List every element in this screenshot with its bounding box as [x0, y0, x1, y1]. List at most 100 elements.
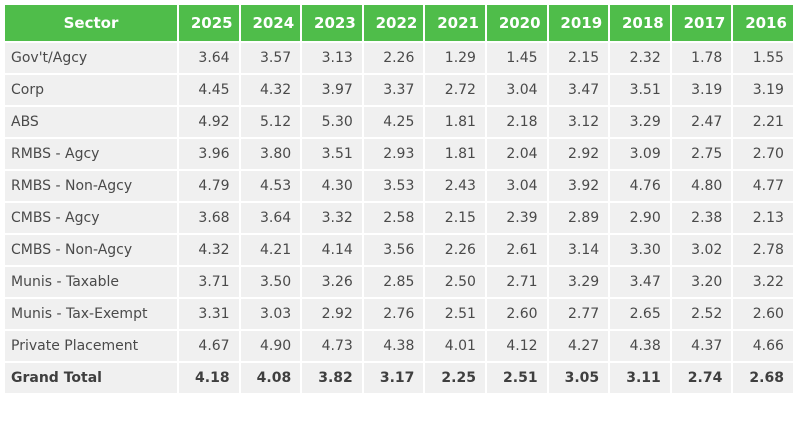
- value-cell: 4.45: [177, 73, 241, 107]
- table-row: Gov't/Agcy 3.64 3.57 3.13 2.26 1.29 1.45 2.15 2.…: [3, 41, 795, 75]
- value-cell: 3.31: [177, 297, 241, 331]
- table-body: Gov't/Agcy 3.64 3.57 3.13 2.26 1.29 1.45 2.15 2.…: [3, 41, 795, 395]
- value-cell: 4.08: [238, 361, 303, 395]
- value-cell: 3.02: [669, 233, 734, 267]
- value-cell: 4.90: [238, 329, 303, 363]
- value-cell: 3.64: [177, 41, 241, 75]
- value-cell: 1.29: [423, 41, 487, 75]
- value-cell: 2.15: [546, 41, 611, 75]
- grand-total-row: Grand Total 4.18 4.08 3.82 3.17 2.25 2.51 3.05 3…: [3, 361, 795, 395]
- value-cell: 3.47: [608, 265, 672, 299]
- sector-cell: Munis - Tax-Exempt: [3, 297, 179, 331]
- value-cell: 3.64: [238, 201, 303, 235]
- value-cell: 4.01: [423, 329, 487, 363]
- value-cell: 3.20: [669, 265, 734, 299]
- table-row: CMBS - Agcy 3.68 3.64 3.32 2.58 2.15 2.39 2.89 2…: [3, 201, 795, 235]
- value-cell: 2.76: [361, 297, 426, 331]
- value-cell: 3.29: [608, 105, 672, 139]
- value-cell: 3.03: [238, 297, 303, 331]
- value-cell: 4.79: [177, 169, 241, 203]
- value-cell: 4.21: [238, 233, 303, 267]
- value-cell: 4.53: [238, 169, 303, 203]
- value-cell: 2.92: [300, 297, 364, 331]
- value-cell: 4.38: [608, 329, 672, 363]
- value-cell: 2.93: [361, 137, 426, 171]
- value-cell: 3.82: [300, 361, 364, 395]
- value-cell: 5.12: [238, 105, 303, 139]
- value-cell: 2.50: [423, 265, 487, 299]
- value-cell: 3.13: [300, 41, 364, 75]
- value-cell: 3.51: [608, 73, 672, 107]
- value-cell: 2.38: [669, 201, 734, 235]
- sector-cell: Munis - Taxable: [3, 265, 179, 299]
- table-row: ABS 4.92 5.12 5.30 4.25 1.81 2.18 3.12 3.29 2.47 2…: [3, 105, 795, 139]
- value-cell: 2.43: [423, 169, 487, 203]
- value-cell: 2.89: [546, 201, 611, 235]
- value-cell: 3.29: [546, 265, 611, 299]
- value-cell: 4.73: [300, 329, 364, 363]
- value-cell: 2.65: [608, 297, 672, 331]
- value-cell: 3.09: [608, 137, 672, 171]
- value-cell: 2.52: [669, 297, 734, 331]
- value-cell: 3.97: [300, 73, 364, 107]
- header-year: 2016: [731, 3, 795, 43]
- value-cell: 4.80: [669, 169, 734, 203]
- table-row: Corp 4.45 4.32 3.97 3.37 2.72 3.04 3.47 3.51 3.19…: [3, 73, 795, 107]
- value-cell: 1.55: [731, 41, 795, 75]
- value-cell: 2.13: [731, 201, 795, 235]
- table-row: Munis - Taxable 3.71 3.50 3.26 2.85 2.50 2.71 3…: [3, 265, 795, 299]
- value-cell: 3.32: [300, 201, 364, 235]
- value-cell: 3.51: [300, 137, 364, 171]
- value-cell: 3.04: [484, 169, 549, 203]
- value-cell: 3.30: [608, 233, 672, 267]
- header-row: Sector 2025 2024 2023 2022 2021 2020 2019 2018 2…: [3, 3, 795, 43]
- sector-cell: Grand Total: [3, 361, 179, 395]
- value-cell: 3.68: [177, 201, 241, 235]
- value-cell: 2.47: [669, 105, 734, 139]
- value-cell: 4.14: [300, 233, 364, 267]
- value-cell: 2.75: [669, 137, 734, 171]
- header-year: 2022: [361, 3, 426, 43]
- value-cell: 3.05: [546, 361, 611, 395]
- value-cell: 2.74: [669, 361, 734, 395]
- sector-cell: ABS: [3, 105, 179, 139]
- table-row: Munis - Tax-Exempt 3.31 3.03 2.92 2.76 2.51 2.…: [3, 297, 795, 331]
- header-year: 2018: [608, 3, 672, 43]
- value-cell: 1.81: [423, 105, 487, 139]
- value-cell: 4.12: [484, 329, 549, 363]
- yield-table: Sector 2025 2024 2023 2022 2021 2020 2019 2018 2…: [3, 3, 795, 395]
- sector-cell: Gov't/Agcy: [3, 41, 179, 75]
- value-cell: 2.78: [731, 233, 795, 267]
- value-cell: 2.39: [484, 201, 549, 235]
- value-cell: 2.60: [484, 297, 549, 331]
- value-cell: 2.77: [546, 297, 611, 331]
- value-cell: 2.70: [731, 137, 795, 171]
- value-cell: 2.18: [484, 105, 549, 139]
- value-cell: 2.25: [423, 361, 487, 395]
- value-cell: 3.17: [361, 361, 426, 395]
- value-cell: 2.85: [361, 265, 426, 299]
- value-cell: 3.37: [361, 73, 426, 107]
- header-year: 2024: [238, 3, 303, 43]
- value-cell: 3.92: [546, 169, 611, 203]
- value-cell: 3.47: [546, 73, 611, 107]
- value-cell: 1.78: [669, 41, 734, 75]
- value-cell: 4.38: [361, 329, 426, 363]
- table-row: Private Placement 4.67 4.90 4.73 4.38 4.01 4.1…: [3, 329, 795, 363]
- value-cell: 3.19: [669, 73, 734, 107]
- value-cell: 5.30: [300, 105, 364, 139]
- value-cell: 2.61: [484, 233, 549, 267]
- value-cell: 4.76: [608, 169, 672, 203]
- value-cell: 3.11: [608, 361, 672, 395]
- sector-cell: Corp: [3, 73, 179, 107]
- value-cell: 1.81: [423, 137, 487, 171]
- value-cell: 4.18: [177, 361, 241, 395]
- header-year: 2017: [669, 3, 734, 43]
- value-cell: 2.72: [423, 73, 487, 107]
- header-year: 2021: [423, 3, 487, 43]
- value-cell: 2.90: [608, 201, 672, 235]
- value-cell: 2.60: [731, 297, 795, 331]
- value-cell: 4.32: [238, 73, 303, 107]
- sector-cell: RMBS - Agcy: [3, 137, 179, 171]
- header-year: 2019: [546, 3, 611, 43]
